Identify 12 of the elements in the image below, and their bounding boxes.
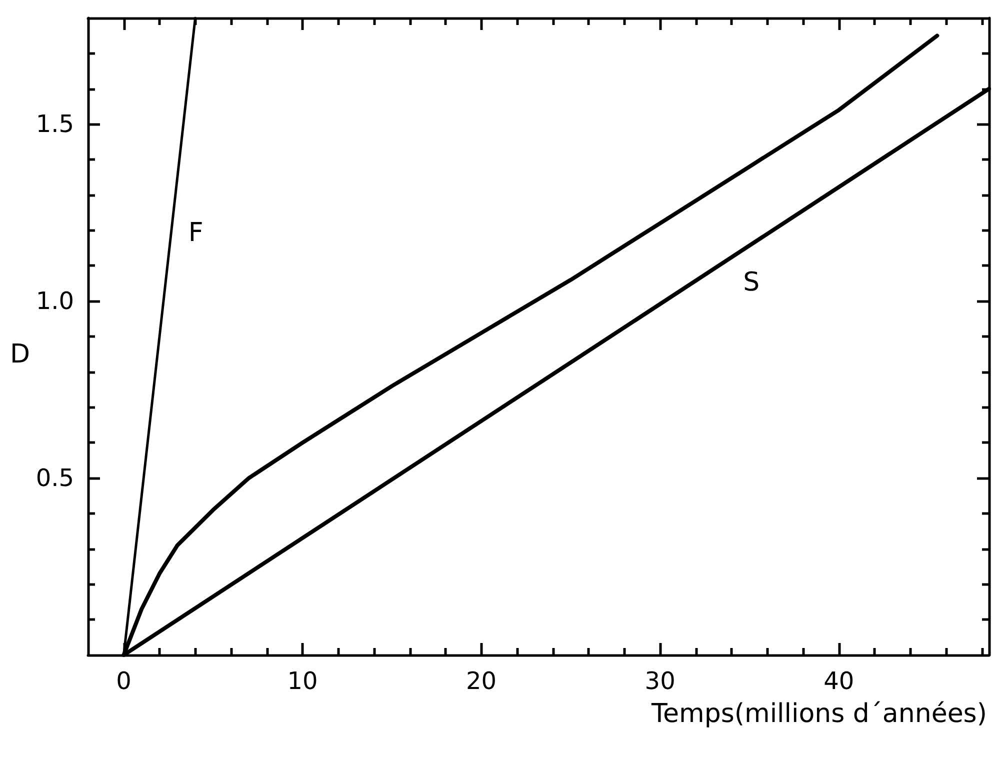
y-tick-label: 1.0: [36, 287, 74, 316]
y-tick-label: 1.5: [36, 110, 74, 138]
x-tick-label: 0: [116, 667, 132, 695]
series-label: F: [188, 218, 204, 248]
x-tick-label: 20: [466, 667, 497, 695]
series-label: S: [743, 268, 760, 298]
y-axis-title: D: [10, 340, 30, 370]
y-tick-label: 0.5: [36, 464, 74, 492]
x-axis-title: Temps(millions d´années): [650, 699, 988, 729]
x-tick-label: 10: [287, 667, 318, 695]
x-tick-label: 40: [824, 667, 854, 695]
x-tick-label: 30: [644, 667, 676, 695]
